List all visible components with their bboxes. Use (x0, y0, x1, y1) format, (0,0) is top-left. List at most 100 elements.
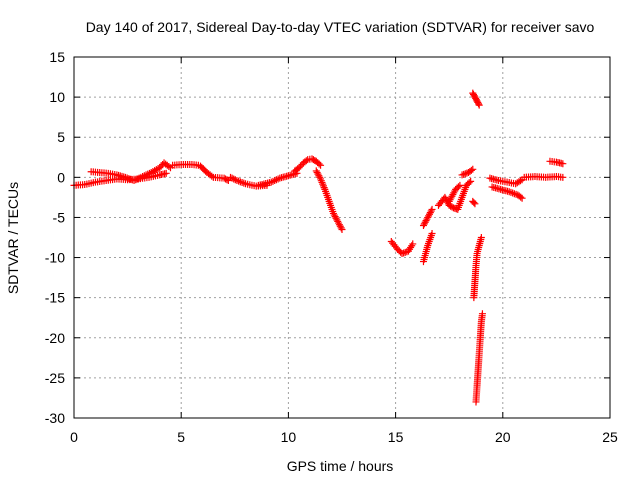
chart-title: Day 140 of 2017, Sidereal Day-to-day VTE… (86, 19, 595, 35)
data-point (165, 163, 173, 171)
y-tick-label: -30 (45, 410, 65, 426)
data-point (334, 217, 342, 225)
x-axis-label: GPS time / hours (287, 458, 394, 474)
y-tick-label: 10 (49, 89, 65, 105)
data-point (419, 221, 427, 229)
data-point (467, 177, 475, 185)
data-point (123, 174, 131, 182)
data-point (401, 248, 409, 256)
x-tick-label: 5 (177, 429, 185, 445)
data-point (478, 310, 486, 318)
data-point (236, 178, 244, 186)
data-point (510, 190, 518, 198)
data-point (227, 173, 235, 181)
data-point (133, 175, 141, 183)
data-point (315, 160, 323, 168)
data-point (454, 183, 462, 191)
data-point (313, 169, 321, 177)
data-point (137, 173, 145, 181)
data-points (70, 89, 567, 406)
data-point (559, 160, 567, 168)
data-point (477, 234, 485, 241)
data-point (409, 240, 417, 248)
data-point (470, 199, 478, 207)
plot-frame (73, 56, 611, 419)
tick-labels: 0 5 10 15 20 25 -30 -25 -20 -15 -10 -5 0 5 10 15 (45, 49, 618, 445)
data-point (475, 100, 483, 108)
y-axis-label: SDTVAR / TECUs (5, 182, 21, 294)
data-point (425, 212, 433, 220)
data-point (463, 169, 471, 177)
data-point (517, 193, 525, 201)
data-point (140, 172, 148, 180)
data-point (332, 214, 340, 222)
data-point (223, 176, 231, 184)
data-point (238, 178, 246, 186)
data-point (230, 175, 238, 183)
y-tick-label: 5 (57, 129, 65, 145)
data-point (317, 161, 325, 169)
data-point (428, 229, 436, 237)
data-point (426, 209, 434, 217)
data-point (512, 190, 520, 198)
data-point (338, 225, 346, 233)
data-point (400, 249, 408, 257)
data-point (142, 171, 150, 179)
data-point (269, 177, 277, 185)
data-point (441, 193, 449, 201)
data-point (274, 175, 282, 183)
data-point (471, 200, 479, 208)
y-tick-label: -5 (53, 209, 66, 225)
data-point (233, 177, 241, 185)
data-point (329, 209, 337, 217)
data-point (330, 211, 338, 219)
data-point (139, 173, 147, 181)
data-point (121, 173, 129, 181)
data-point (505, 188, 513, 196)
data-point (336, 222, 344, 230)
x-tick-label: 20 (495, 429, 511, 445)
x-tick-label: 15 (388, 429, 404, 445)
data-point (516, 177, 524, 185)
data-point (316, 173, 324, 181)
y-tick-label: -20 (45, 330, 65, 346)
data-point (559, 173, 567, 181)
data-point (456, 181, 464, 189)
data-point (312, 167, 320, 175)
data-point (315, 172, 323, 180)
data-point (144, 170, 152, 178)
data-point (461, 170, 469, 178)
data-point (314, 170, 322, 178)
y-tick-label: 15 (49, 49, 65, 65)
data-point (507, 188, 515, 196)
data-point (132, 176, 140, 184)
data-point (333, 216, 341, 224)
data-point (475, 101, 483, 109)
x-tick-label: 0 (70, 429, 78, 445)
data-point (228, 174, 236, 182)
data-point (467, 166, 475, 174)
data-point (130, 177, 138, 185)
data-point (162, 169, 170, 177)
data-point (460, 170, 468, 178)
data-point (267, 178, 275, 186)
data-point (423, 215, 431, 223)
data-point (272, 176, 280, 184)
data-point (335, 221, 343, 229)
data-point (509, 189, 517, 197)
data-point (428, 205, 436, 213)
data-point (421, 218, 429, 226)
data-point (135, 174, 143, 182)
data-point (422, 217, 430, 225)
data-point (331, 213, 339, 221)
x-tick-label: 25 (602, 429, 618, 445)
y-tick-label: -15 (45, 290, 65, 306)
data-point (235, 177, 243, 185)
data-point (425, 210, 433, 218)
y-tick-label: 0 (57, 169, 65, 185)
data-point (335, 219, 343, 227)
data-point (271, 177, 279, 185)
